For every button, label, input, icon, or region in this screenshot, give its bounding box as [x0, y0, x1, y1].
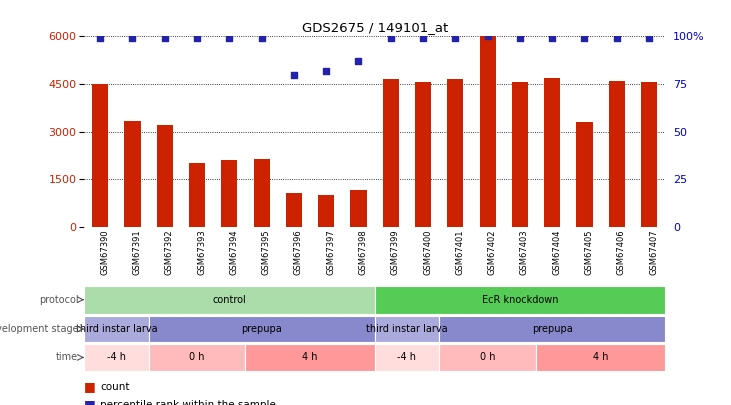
Bar	[221, 160, 238, 227]
Bar	[383, 79, 399, 227]
Bar	[415, 83, 431, 227]
Text: -4 h: -4 h	[107, 352, 126, 362]
Bar	[84, 286, 374, 314]
Bar	[148, 316, 374, 342]
Text: 4 h: 4 h	[593, 352, 608, 362]
Text: GSM67402: GSM67402	[488, 230, 496, 275]
Bar	[84, 344, 148, 371]
Text: GSM67390: GSM67390	[100, 230, 109, 275]
Bar	[246, 344, 374, 371]
Bar	[124, 121, 140, 227]
Text: 4 h: 4 h	[303, 352, 318, 362]
Text: GSM67397: GSM67397	[326, 230, 336, 275]
Text: GSM67405: GSM67405	[585, 230, 594, 275]
Text: percentile rank within the sample: percentile rank within the sample	[100, 400, 276, 405]
Point	[224, 35, 235, 42]
Text: GSM67392: GSM67392	[164, 230, 174, 275]
Point	[288, 71, 300, 78]
Text: third instar larva: third instar larva	[75, 324, 157, 334]
Text: third instar larva: third instar larva	[366, 324, 447, 334]
Bar	[374, 286, 665, 314]
Point	[126, 35, 138, 42]
Bar	[84, 316, 148, 342]
Point	[482, 33, 493, 40]
Bar	[439, 344, 536, 371]
Text: 0 h: 0 h	[189, 352, 205, 362]
Point	[385, 35, 397, 42]
Bar	[156, 125, 173, 227]
Text: prepupa: prepupa	[241, 324, 282, 334]
Point	[546, 35, 558, 42]
Point	[417, 35, 429, 42]
Text: GSM67406: GSM67406	[617, 230, 626, 275]
Point	[320, 68, 332, 74]
Text: 0 h: 0 h	[480, 352, 496, 362]
Text: GSM67394: GSM67394	[230, 230, 238, 275]
Point	[514, 35, 526, 42]
Point	[611, 35, 623, 42]
Point	[192, 35, 203, 42]
Bar	[512, 83, 528, 227]
Bar	[189, 163, 205, 227]
Text: GSM67404: GSM67404	[552, 230, 561, 275]
Text: count: count	[100, 382, 129, 392]
Text: control: control	[213, 295, 246, 305]
Bar	[447, 79, 463, 227]
Bar	[286, 194, 302, 227]
Text: GSM67400: GSM67400	[423, 230, 432, 275]
Bar	[577, 122, 593, 227]
Point	[643, 35, 655, 42]
Point	[94, 35, 106, 42]
Text: EcR knockdown: EcR knockdown	[482, 295, 558, 305]
Bar	[92, 84, 108, 227]
Text: GSM67395: GSM67395	[262, 230, 270, 275]
Text: time: time	[56, 352, 78, 362]
Text: -4 h: -4 h	[398, 352, 417, 362]
Point	[450, 35, 461, 42]
Bar	[439, 316, 665, 342]
Bar	[148, 344, 246, 371]
Text: GSM67391: GSM67391	[132, 230, 142, 275]
Point	[579, 35, 591, 42]
Title: GDS2675 / 149101_at: GDS2675 / 149101_at	[301, 21, 448, 34]
Bar	[536, 344, 665, 371]
Bar	[609, 81, 625, 227]
Point	[256, 35, 268, 42]
Bar	[318, 195, 334, 227]
Bar	[374, 344, 439, 371]
Bar	[350, 190, 366, 227]
Bar	[641, 83, 657, 227]
Bar	[254, 159, 270, 227]
Text: GSM67407: GSM67407	[649, 230, 658, 275]
Text: GSM67399: GSM67399	[391, 230, 400, 275]
Text: GSM67396: GSM67396	[294, 230, 303, 275]
Text: GSM67403: GSM67403	[520, 230, 529, 275]
Text: GSM67398: GSM67398	[358, 230, 368, 275]
Text: protocol: protocol	[39, 295, 78, 305]
Bar	[544, 78, 560, 227]
Text: GSM67401: GSM67401	[455, 230, 464, 275]
Bar	[374, 316, 439, 342]
Point	[159, 35, 170, 42]
Point	[352, 58, 364, 64]
Text: development stage: development stage	[0, 324, 78, 334]
Text: ■: ■	[84, 380, 96, 393]
Text: ■: ■	[84, 399, 96, 405]
Text: prepupa: prepupa	[532, 324, 572, 334]
Bar	[480, 36, 496, 227]
Text: GSM67393: GSM67393	[197, 230, 206, 275]
